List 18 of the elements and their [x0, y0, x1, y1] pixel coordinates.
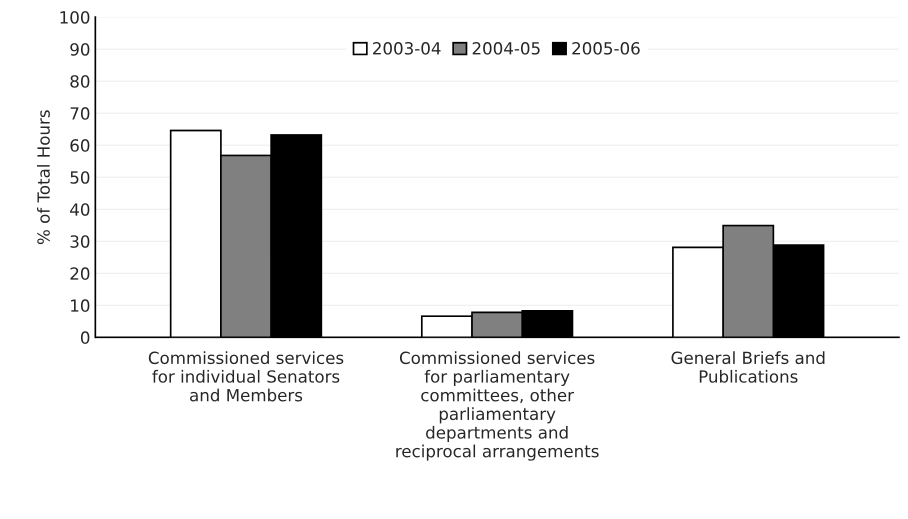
y-tick-label: 30: [70, 235, 90, 248]
x-tick-label: Commissioned services for parliamentary committees, other parliamentary departments and reciprocal arrangements: [396, 351, 599, 461]
y-tick-label: 20: [70, 267, 90, 280]
legend-label: 2005-06: [572, 42, 640, 55]
y-tick-label: 100: [60, 11, 90, 24]
legend-label: 2003-04: [373, 42, 441, 55]
y-tick-label: 0: [80, 331, 90, 344]
y-tick-label: 60: [70, 139, 90, 152]
y-axis-title: % of Total Hours: [36, 110, 50, 244]
y-tick-label: 90: [70, 43, 90, 56]
y-tick-label: 80: [70, 75, 90, 88]
y-tick-label: 50: [70, 171, 90, 184]
y-tick-label: 70: [70, 107, 90, 120]
x-tick-label: General Briefs and Publications: [672, 351, 824, 383]
x-tick-label: Commissioned services for individual Senators and Members: [148, 351, 344, 402]
legend-label: 2004-05: [472, 42, 540, 55]
y-tick-label: 10: [71, 299, 90, 312]
y-tick-label: 40: [70, 203, 90, 216]
